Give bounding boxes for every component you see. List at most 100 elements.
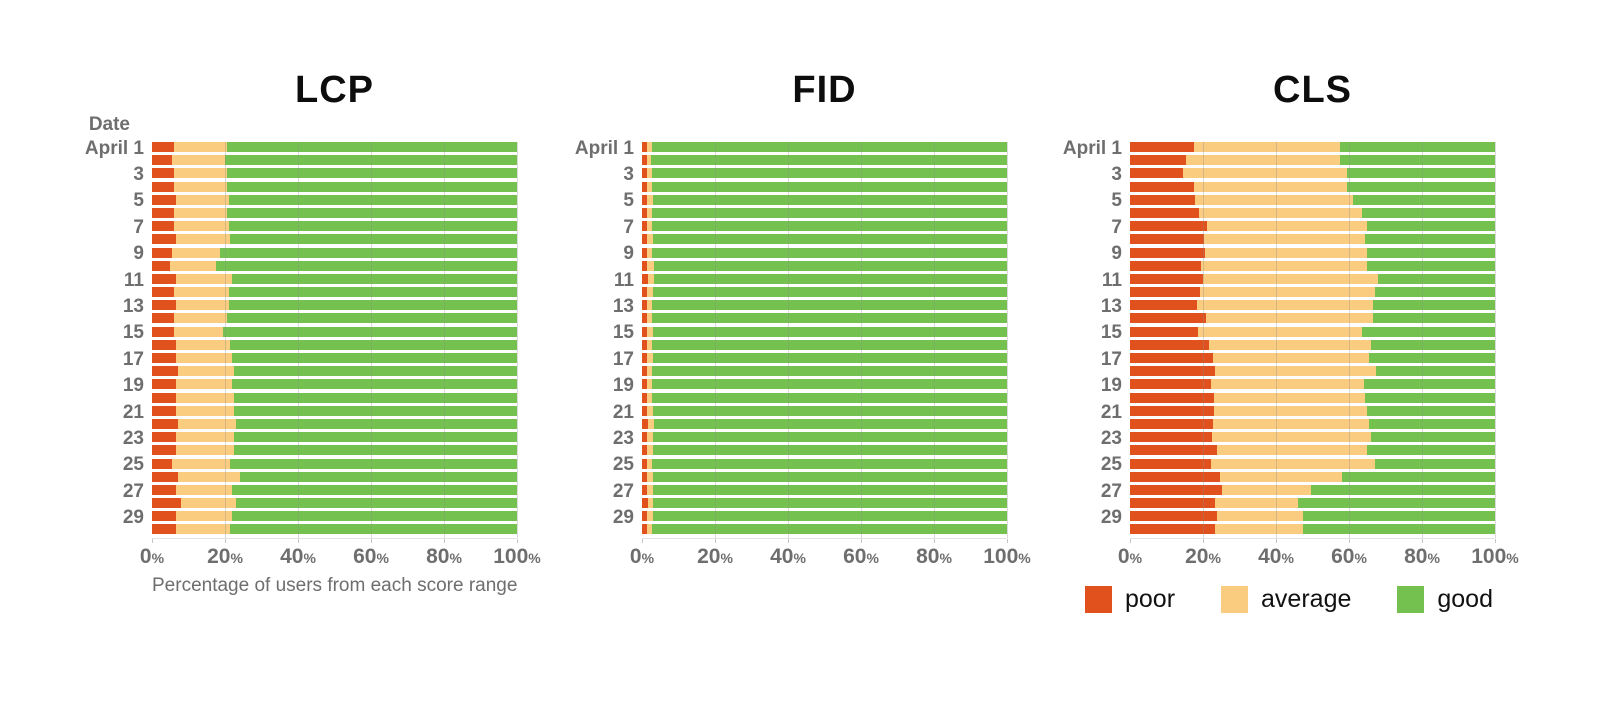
bar-row: [1130, 234, 1495, 247]
average-segment: [175, 300, 229, 311]
stacked-bar: [642, 366, 1007, 377]
average-segment: [647, 524, 653, 535]
stacked-bar: [1130, 418, 1495, 429]
poor-segment: [642, 458, 648, 469]
average-segment: [1213, 418, 1370, 429]
bar-row: [152, 471, 517, 485]
bar-row: [152, 392, 517, 406]
poor-segment: [1130, 366, 1216, 377]
stacked-bar: [642, 207, 1007, 218]
average-segment: [1200, 287, 1375, 298]
bar-row: [642, 353, 1007, 366]
average-segment: [1202, 273, 1379, 284]
average-segment: [175, 339, 231, 350]
good-segment: [652, 458, 1007, 469]
good-segment: [652, 326, 1007, 337]
good-segment: [234, 405, 517, 416]
x-tick-label: 100%: [983, 545, 1031, 568]
average-segment: [647, 405, 654, 416]
average-segment: [647, 142, 653, 152]
stacked-bar: [1130, 339, 1495, 350]
x-tick-label: 20%: [697, 545, 733, 568]
bar-row: [1130, 511, 1495, 524]
good-segment: [223, 326, 517, 337]
good-segment: [653, 260, 1007, 271]
bar-row: [642, 142, 1007, 155]
good-segment: [1370, 339, 1495, 350]
average-segment: [647, 260, 654, 271]
bar-row: [1130, 194, 1495, 208]
average-segment: [647, 247, 652, 258]
average-segment: [175, 524, 231, 535]
y-tick-label: 5: [623, 190, 634, 212]
bar-row: [152, 339, 517, 353]
stacked-bar: [1130, 511, 1495, 522]
good-segment: [230, 458, 517, 469]
poor-segment: [152, 326, 174, 337]
stacked-bar: [152, 181, 517, 192]
bar-row: [642, 458, 1007, 472]
stacked-bar: [642, 234, 1007, 245]
poor-segment: [1130, 484, 1222, 495]
average-segment: [647, 445, 653, 456]
poor-segment: [1130, 339, 1210, 350]
average-segment: [175, 392, 235, 403]
bar-row: [642, 207, 1007, 221]
average-segment: [1216, 511, 1304, 522]
y-tick-label: 5: [133, 190, 144, 212]
poor-segment: [642, 247, 648, 258]
stacked-bar: [1130, 379, 1495, 390]
stacked-bar: [642, 445, 1007, 456]
y-axis-labels: April 1 3 5 7 9 11 13 15 17 19 21 23 25 27 29: [550, 138, 642, 538]
poor-segment: [152, 379, 176, 390]
average-segment: [647, 273, 655, 284]
poor-segment: [1130, 524, 1216, 535]
poor-segment: [642, 326, 648, 337]
poor-segment: [642, 155, 648, 166]
stacked-bar: [1130, 524, 1495, 535]
good-segment: [1372, 313, 1495, 324]
bar-row: [642, 234, 1007, 247]
stacked-bar: [152, 221, 517, 232]
y-tick-label: April 1: [1062, 137, 1122, 159]
good-segment: [1352, 194, 1495, 205]
good-segment: [652, 194, 1007, 205]
x-tick-label: 60%: [1331, 545, 1367, 568]
good-segment: [228, 221, 517, 232]
good-segment: [652, 300, 1007, 311]
y-tick-label: 15: [1100, 322, 1122, 344]
bar-row: [1130, 405, 1495, 419]
bar-row: [152, 366, 517, 379]
x-tick-mark: [1276, 539, 1277, 543]
chart-fid: FID April 1 3 5 7 9 11 13 15 17 19 21 23 25 27 29 0% 20…: [550, 64, 1031, 569]
y-tick-label: 13: [1100, 295, 1122, 317]
bar-row: [642, 418, 1007, 432]
legend-item-poor: poor: [1085, 585, 1175, 614]
poor-segment: [642, 392, 648, 403]
average-segment: [1211, 432, 1371, 443]
bar-row: [642, 498, 1007, 511]
poor-segment: [152, 339, 176, 350]
y-tick-label: 25: [612, 454, 634, 476]
stacked-bar: [1130, 405, 1495, 416]
poor-segment: [1130, 445, 1217, 456]
stacked-bar: [642, 260, 1007, 271]
x-axis-title: Percentage of users from each score rang…: [152, 575, 518, 596]
poor-segment: [1130, 207, 1200, 218]
legend-item-average: average: [1221, 585, 1351, 614]
average-segment: [175, 432, 235, 443]
chart-cls: CLS April 1 3 5 7 9 11 13 15 17 19 21 23 25 27 29 0% 20…: [1038, 64, 1519, 569]
bar-row: [642, 511, 1007, 524]
x-tick-label: 80%: [426, 545, 462, 568]
good-segment: [226, 313, 517, 324]
poor-segment: [1130, 260, 1202, 271]
bar-row: [642, 168, 1007, 181]
bar-row: [1130, 313, 1495, 326]
y-tick-label: 3: [1111, 163, 1122, 185]
average-segment: [177, 418, 236, 429]
bar-row: [1130, 418, 1495, 432]
x-tick-label: 40%: [1258, 545, 1294, 568]
poor-segment: [152, 142, 174, 152]
x-tick-label: 20%: [1185, 545, 1221, 568]
poor-segment: [1130, 353, 1213, 363]
